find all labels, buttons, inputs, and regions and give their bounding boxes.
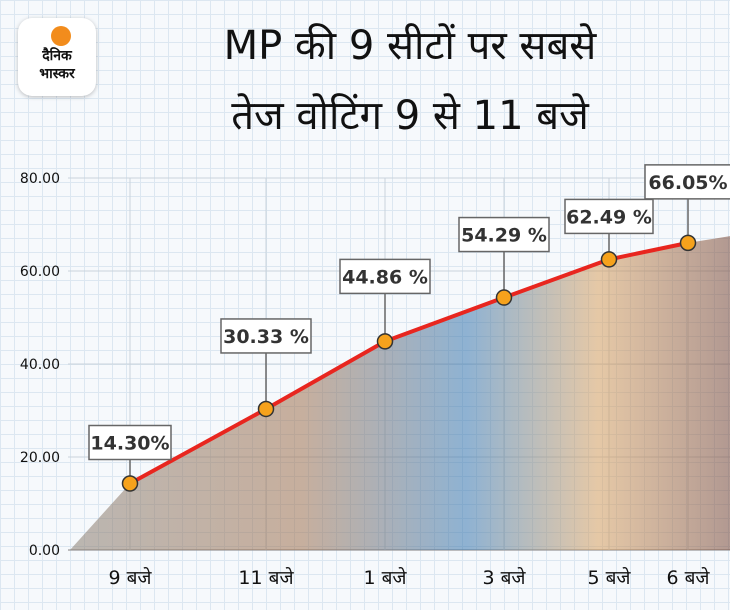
x-tick-label: 1 बजे	[363, 566, 407, 589]
x-tick-label: 3 बजे	[482, 566, 526, 589]
data-point	[376, 333, 394, 350]
data-label-box	[88, 424, 172, 461]
data-label: 66.05%	[648, 172, 727, 194]
y-tick-label: 40.00	[20, 357, 60, 373]
chart-title-line1: MP की 9 सीटों पर सबसे	[223, 23, 597, 69]
crowd-photo-area	[70, 236, 730, 550]
chart-title-line2: तेज वोटिंग 9 से 11 बजे	[231, 93, 589, 139]
data-label-box	[220, 318, 312, 354]
data-label: 14.30%	[90, 433, 169, 455]
y-tick-label: 0.00	[29, 543, 60, 559]
data-label: 44.86 %	[342, 266, 428, 288]
x-tick-label: 11 बजे	[238, 566, 294, 589]
data-label: 54.29 %	[461, 225, 547, 247]
data-label-box	[458, 216, 550, 253]
logo-text-line2: भास्कर	[39, 66, 75, 82]
data-label-box	[644, 164, 730, 200]
data-label: 30.33 %	[223, 326, 309, 348]
y-tick-label: 80.00	[20, 171, 60, 187]
logo-text-line1: दैनिक	[42, 48, 72, 64]
x-tick-label: 9 बजे	[108, 566, 152, 589]
data-label: 62.49 %	[566, 206, 652, 228]
data-label-box	[339, 258, 431, 295]
data-point	[257, 400, 275, 418]
y-tick-label: 20.00	[20, 450, 60, 466]
data-label-box	[564, 198, 654, 235]
data-point	[600, 251, 618, 268]
data-point	[679, 234, 697, 252]
data-point	[495, 289, 513, 306]
data-point	[121, 475, 139, 492]
sun-icon	[51, 26, 71, 46]
y-tick-label: 60.00	[20, 264, 60, 280]
x-tick-label: 6 बजे	[666, 566, 710, 589]
dainik-bhaskar-logo: दैनिक भास्कर	[18, 18, 96, 96]
series-line	[128, 240, 690, 486]
x-tick-label: 5 बजे	[587, 566, 631, 589]
